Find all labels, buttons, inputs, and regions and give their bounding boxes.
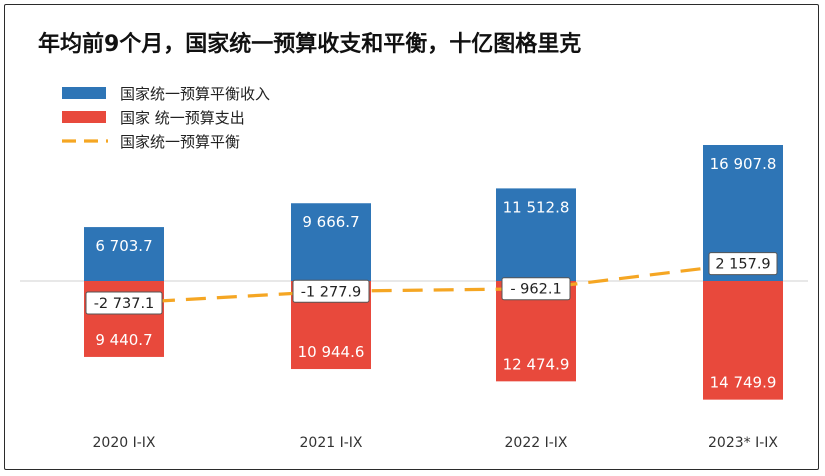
balance-line-group: -2 737.1 -1 277.9 - 962.1 2 157.9	[85, 252, 778, 315]
balance-label-box	[708, 252, 778, 276]
balance-label: -2 737.1	[94, 296, 155, 312]
bars: 6 703.7 9 666.7 11 512.8 16 907.8 9 440.7 10 …	[84, 145, 783, 400]
expense-bar-label: 14 749.9	[710, 374, 777, 392]
category-label: 2022 I-IX	[505, 435, 568, 451]
balance-label-box	[292, 279, 370, 303]
category-label: 2020 I-IX	[93, 435, 156, 451]
category-label: 2021 I-IX	[300, 435, 363, 451]
legend-label-balance: 国家统一预算平衡	[120, 133, 240, 151]
balance-label: 2 157.9	[715, 257, 770, 273]
category-labels: 2020 I-IX 2021 I-IX 2022 I-IX 2023* I-IX	[93, 435, 779, 451]
legend-label-expense: 国家 统一预算支出	[120, 109, 245, 127]
balance-label-box	[501, 277, 571, 301]
income-bar-label: 6 703.7	[95, 237, 152, 255]
balance-label-box	[85, 291, 163, 315]
expense-bar-label: 12 474.9	[503, 355, 570, 373]
legend-swatch-income	[62, 87, 106, 99]
chart-title: 年均前9个月，国家统一预算收支和平衡，十亿图格里克	[38, 32, 582, 57]
legend-label-income: 国家统一预算平衡收入	[120, 85, 270, 103]
income-bar	[84, 227, 164, 281]
income-bar-label: 11 512.8	[503, 198, 570, 216]
balance-label: - 962.1	[510, 282, 561, 298]
income-bar-label: 16 907.8	[710, 155, 777, 173]
income-bar-label: 9 666.7	[302, 213, 359, 231]
income-bar	[291, 203, 371, 281]
legend-swatch-expense	[62, 111, 106, 123]
expense-bar	[703, 281, 783, 400]
balance-label: -1 277.9	[301, 284, 362, 300]
income-bar	[496, 188, 576, 281]
expense-bar-label: 10 944.6	[298, 343, 365, 361]
expense-bar-label: 9 440.7	[95, 331, 152, 349]
balance-line	[123, 262, 744, 305]
category-label: 2023* I-IX	[708, 435, 778, 451]
